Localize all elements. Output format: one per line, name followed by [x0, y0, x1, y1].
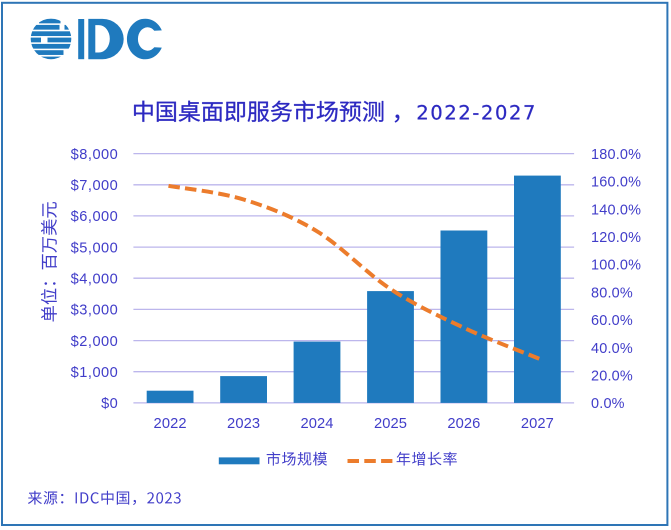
svg-text:40.0%: 40.0%: [591, 341, 633, 357]
svg-text:$2,000: $2,000: [71, 334, 119, 350]
svg-text:20.0%: 20.0%: [591, 369, 633, 385]
svg-text:$6,000: $6,000: [71, 209, 119, 225]
svg-text:$0: $0: [101, 396, 118, 412]
svg-text:100.0%: 100.0%: [591, 258, 641, 274]
svg-text:2024: 2024: [300, 416, 333, 432]
svg-text:$5,000: $5,000: [71, 240, 119, 256]
svg-text:2023: 2023: [227, 416, 260, 432]
svg-text:0.0%: 0.0%: [591, 396, 625, 412]
svg-text:$7,000: $7,000: [71, 178, 119, 194]
svg-text:180.0%: 180.0%: [591, 147, 641, 163]
svg-text:2022: 2022: [154, 416, 187, 432]
svg-text:$4,000: $4,000: [71, 271, 119, 287]
svg-text:2026: 2026: [447, 416, 480, 432]
svg-text:120.0%: 120.0%: [591, 230, 641, 246]
svg-text:140.0%: 140.0%: [591, 202, 641, 218]
svg-text:2025: 2025: [374, 416, 407, 432]
svg-text:160.0%: 160.0%: [591, 175, 641, 191]
svg-text:2027: 2027: [521, 416, 554, 432]
svg-text:$8,000: $8,000: [71, 147, 119, 163]
svg-text:$3,000: $3,000: [71, 303, 119, 319]
svg-text:$1,000: $1,000: [71, 365, 119, 381]
svg-text:80.0%: 80.0%: [591, 285, 633, 301]
svg-text:60.0%: 60.0%: [591, 313, 633, 329]
